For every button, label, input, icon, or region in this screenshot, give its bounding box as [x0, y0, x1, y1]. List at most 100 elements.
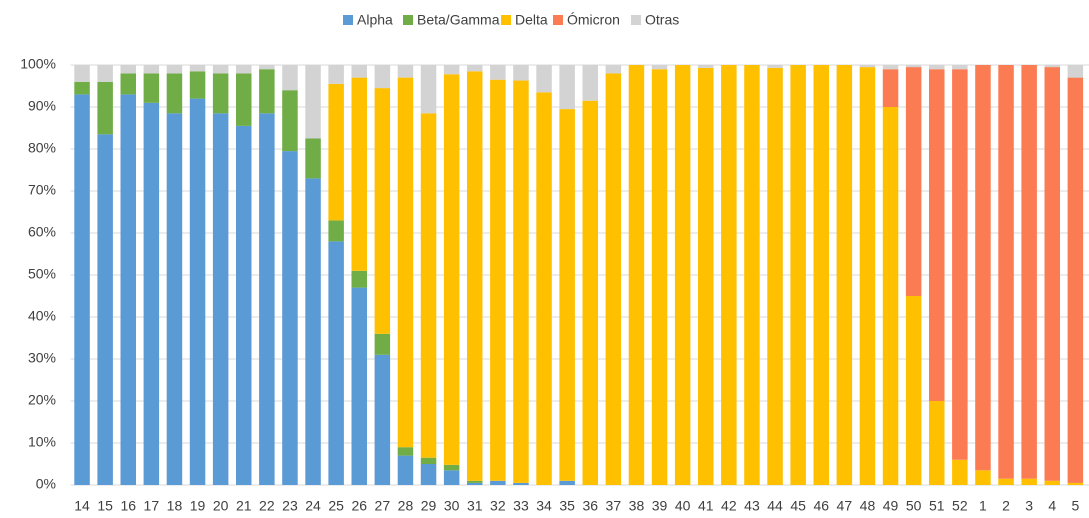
bar-segment [467, 71, 483, 481]
x-tick-label: 39 [652, 498, 668, 514]
bar-segment [605, 65, 622, 74]
x-tick-label: 4 [1048, 498, 1056, 514]
bar-segment [351, 77, 367, 271]
bar-segment [97, 81, 113, 135]
bar-segment [1021, 65, 1037, 479]
x-tick-label: 27 [375, 498, 391, 514]
bar-segment [328, 65, 344, 84]
bar-segment [813, 65, 829, 485]
bar-segment [397, 455, 414, 485]
x-tick-label: 49 [883, 498, 899, 514]
x-tick-label: 51 [929, 498, 945, 514]
bar-segment [282, 65, 298, 91]
bar-segment [651, 69, 668, 485]
bar-segment [674, 65, 691, 485]
x-tick-label: 28 [398, 498, 414, 514]
bar-segment [97, 134, 113, 486]
bar-segment [420, 457, 437, 464]
bar-segment [443, 74, 460, 465]
bar-segment [536, 65, 552, 93]
bar-segment [513, 482, 529, 485]
bar-segment [143, 65, 160, 74]
bar-segment [236, 125, 252, 486]
x-tick-label: 30 [444, 498, 460, 514]
bar-segment [975, 65, 991, 471]
bar-segment [212, 73, 229, 114]
x-tick-label: 24 [305, 498, 321, 514]
bar-segment [212, 113, 229, 486]
x-tick-label: 19 [190, 498, 206, 514]
bar-segment [882, 69, 899, 107]
x-tick-label: 45 [790, 498, 806, 514]
bar-segment [259, 113, 275, 486]
x-tick-label: 21 [236, 498, 252, 514]
bar-segment [513, 65, 529, 81]
bar-segment [582, 65, 598, 101]
bar-segment [236, 65, 252, 74]
x-tick-label: 34 [536, 498, 552, 514]
y-tick-label: 50% [28, 266, 56, 282]
x-tick-label: 20 [213, 498, 229, 514]
x-tick-label: 16 [120, 498, 136, 514]
x-tick-label: 44 [767, 498, 783, 514]
y-tick-label: 10% [28, 434, 56, 450]
bar-segment [1044, 67, 1060, 481]
bar-segment [744, 65, 760, 485]
x-tick-label: 5 [1071, 498, 1079, 514]
bar-segment [536, 92, 552, 486]
x-tick-label: 22 [259, 498, 275, 514]
bar-segment [351, 270, 367, 288]
bar-segment [328, 83, 344, 221]
x-tick-label: 50 [906, 498, 922, 514]
bar-segment [790, 65, 806, 485]
bar-segment [74, 65, 90, 82]
x-tick-label: 42 [721, 498, 737, 514]
bar-segment [397, 65, 414, 78]
bar-segment [1044, 480, 1060, 485]
bar-segment [374, 88, 391, 334]
bar-segment [467, 480, 483, 483]
bar-segment [698, 65, 714, 68]
bar-segment [74, 94, 90, 486]
bar-segment [166, 113, 183, 486]
x-tick-label: 14 [74, 498, 90, 514]
bar-segment [305, 178, 321, 485]
x-tick-label: 46 [813, 498, 829, 514]
bar-segment [259, 69, 275, 114]
bar-segment [166, 65, 183, 74]
legend-swatch [343, 15, 353, 25]
x-tick-label: 26 [351, 498, 367, 514]
bar-segment [282, 90, 298, 152]
x-tick-label: 52 [952, 498, 968, 514]
bar-segment [882, 107, 899, 485]
bar-segment [1067, 482, 1084, 485]
bar-segment [952, 459, 968, 485]
bar-segment [97, 65, 113, 82]
bar-segment [952, 69, 968, 460]
x-tick-label: 33 [513, 498, 529, 514]
bar-segment [74, 81, 90, 95]
x-tick-label: 15 [97, 498, 113, 514]
bar-segment [189, 65, 206, 72]
bar-segment [351, 65, 367, 78]
bar-segment [166, 73, 183, 114]
x-tick-label: 48 [860, 498, 876, 514]
bar-segment [374, 333, 391, 355]
bar-segment [305, 65, 321, 139]
y-tick-label: 80% [28, 140, 56, 156]
x-tick-label: 40 [675, 498, 691, 514]
bar-segment [120, 73, 136, 95]
y-tick-label: 90% [28, 98, 56, 114]
bar-segment [905, 296, 922, 485]
y-tick-label: 40% [28, 308, 56, 324]
legend-label: Beta/Gamma [417, 12, 500, 28]
bar-segment [443, 65, 460, 75]
x-tick-label: 31 [467, 498, 483, 514]
x-tick-label: 17 [144, 498, 160, 514]
x-tick-label: 23 [282, 498, 298, 514]
x-tick-label: 43 [744, 498, 760, 514]
bar-segment [189, 71, 206, 99]
bar-segment [305, 138, 321, 179]
x-tick-label: 18 [167, 498, 183, 514]
